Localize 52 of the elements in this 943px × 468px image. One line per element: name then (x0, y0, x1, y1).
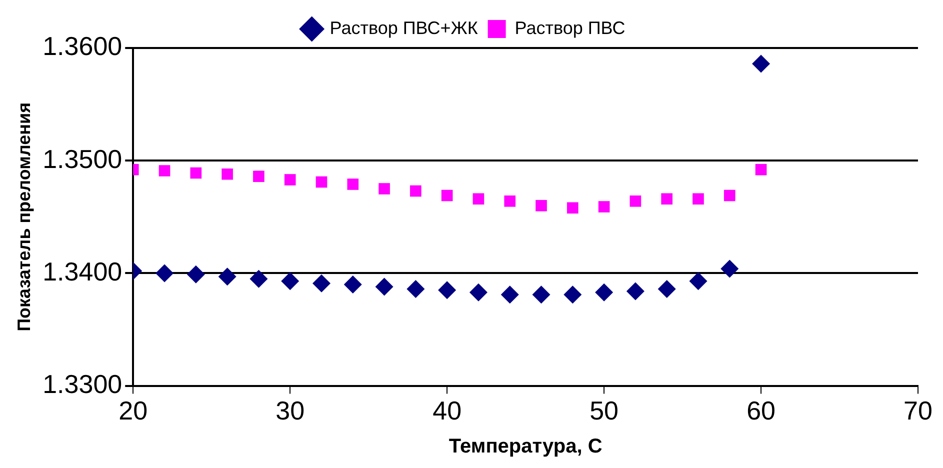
legend-label: Раствор ПВС (514, 18, 626, 38)
x-tick-label: 50 (590, 396, 619, 426)
point (755, 164, 767, 176)
point (692, 193, 704, 205)
point (190, 167, 202, 179)
point (375, 278, 394, 296)
x-tick-label: 40 (432, 396, 462, 426)
point (222, 168, 233, 180)
point (441, 190, 453, 202)
point (218, 268, 236, 286)
point (566, 202, 578, 214)
point (724, 190, 736, 202)
point (720, 260, 739, 278)
point (532, 286, 550, 304)
y-tick-label: 1.3600 (42, 31, 122, 62)
point (598, 201, 610, 212)
point (626, 282, 644, 300)
point (378, 183, 390, 194)
point (316, 176, 328, 188)
point (347, 178, 359, 190)
point (469, 283, 488, 302)
point (564, 286, 582, 304)
point (658, 280, 676, 298)
point (752, 54, 770, 73)
point (472, 193, 484, 205)
point (661, 193, 672, 205)
point (284, 174, 296, 186)
point (438, 281, 456, 300)
legend-label: Раствор ПВС+ЖК (330, 18, 478, 38)
x-axis-title: Температура, С (448, 436, 602, 458)
point (536, 200, 547, 212)
point (630, 195, 642, 207)
y-axis-title: Показатель преломления (14, 102, 34, 332)
x-tick-label: 70 (904, 396, 932, 426)
point (250, 270, 268, 288)
point (253, 170, 264, 182)
y-tick-label: 1.3500 (42, 144, 122, 174)
point (156, 264, 174, 282)
point (281, 272, 300, 290)
point (344, 275, 362, 294)
point (595, 283, 614, 302)
point (500, 286, 519, 304)
x-tick-label: 30 (276, 396, 305, 426)
point (410, 185, 422, 197)
y-tick-label: 1.3400 (42, 256, 122, 286)
point (504, 195, 516, 207)
point (186, 265, 205, 284)
point (312, 274, 330, 292)
point (158, 165, 170, 176)
point (406, 280, 425, 298)
x-tick-label: 60 (746, 396, 776, 426)
point (689, 272, 708, 290)
